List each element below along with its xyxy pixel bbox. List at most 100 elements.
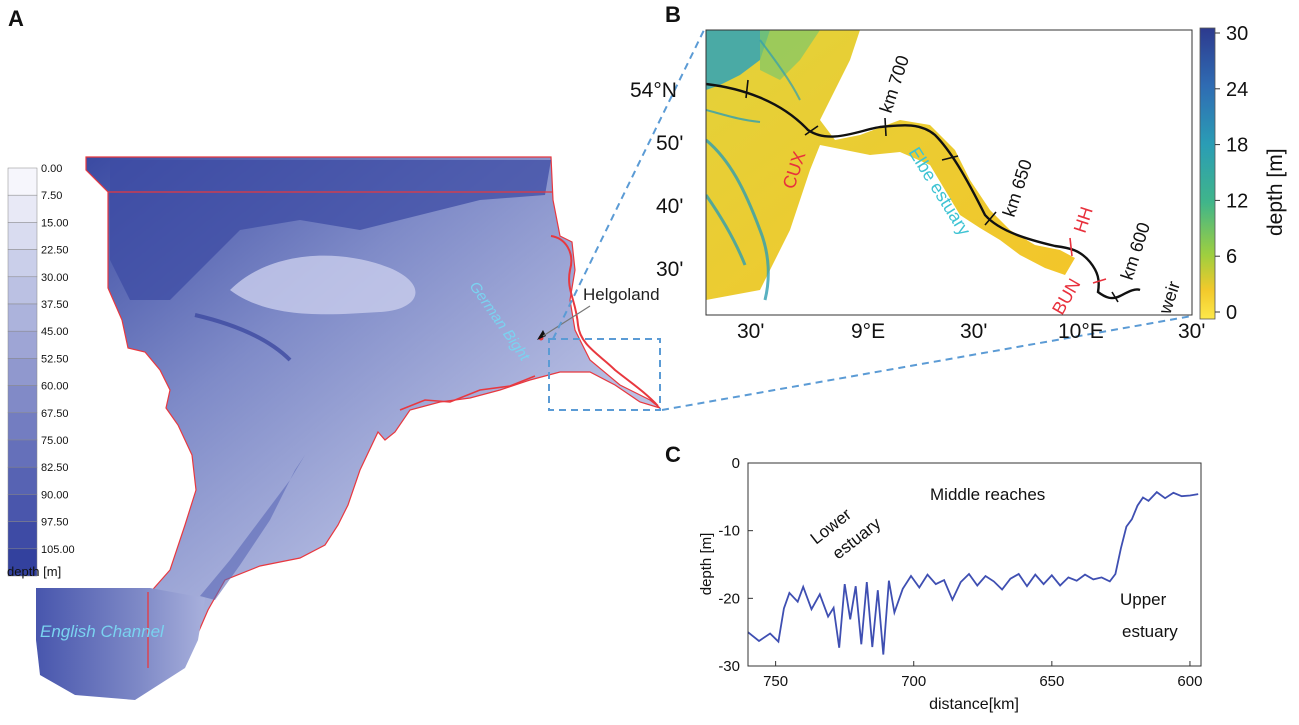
- tidal-channel-4: [759, 39, 801, 101]
- colorbar-title: depth [m]: [1264, 148, 1287, 236]
- km-tick-700: [884, 117, 887, 137]
- legend-tick-labels: 0.00 7.50 15.00 22.50 30.00 37.50 45.00 52.50 60…: [41, 163, 75, 556]
- x-tick-label: 700: [901, 673, 926, 690]
- km-tick-b: [941, 155, 959, 161]
- km-tick-bun: [1092, 278, 1107, 284]
- legend-tick-label: 105.00: [41, 544, 75, 556]
- silver-pit-channel: [194, 313, 292, 362]
- lat-tick-54n: 54°N: [630, 79, 677, 102]
- colorbar-tick-label: 24: [1226, 79, 1248, 101]
- depth-colorbar: [1199, 27, 1216, 320]
- colorbar-ticks: 30 24 18 12 6 0: [1215, 23, 1248, 324]
- panel-label-a: A: [8, 6, 24, 31]
- legend-tick-label: 7.50: [41, 190, 62, 202]
- x-tick-label: 750: [763, 673, 788, 690]
- legend-swatch: [7, 466, 38, 495]
- lon-tick-930: 30': [960, 320, 987, 343]
- elbe-fairway: [705, 82, 1141, 300]
- north-sea-water: [85, 156, 661, 669]
- colorbar-tick-label: 12: [1226, 190, 1248, 212]
- inset-connector-bottom: [661, 315, 1193, 411]
- elbe-estuary-map: 54°N 50' 40' 30' 30' 9°E 30' 10°E 30' km…: [630, 23, 1287, 343]
- x-tick-label: 650: [1039, 673, 1064, 690]
- legend-swatch: [7, 358, 38, 386]
- map-b-frame: [705, 29, 1193, 316]
- legend-swatch: [7, 222, 38, 250]
- legend-tick-label: 60.00: [41, 381, 69, 393]
- legend-swatch: [7, 303, 38, 332]
- legend-tick-label: 67.50: [41, 408, 69, 420]
- lat-tick-50: 50': [656, 132, 683, 155]
- legend-title: depth [m]: [7, 564, 61, 579]
- depth-profile-chart: 750 700 650 600 0 -10 -20 -30 distance[km] dept…: [698, 455, 1202, 713]
- y-tick-label: -20: [718, 590, 740, 607]
- legend-swatch: [7, 412, 38, 441]
- helgoland-arrow-head: [537, 330, 546, 340]
- legend-swatches: [7, 167, 38, 577]
- dogger-bank-shallows: [230, 255, 416, 315]
- x-axis-label: distance[km]: [929, 696, 1019, 713]
- km-tick-650: [984, 211, 997, 226]
- legend-tick-label: 97.50: [41, 517, 69, 529]
- legend-tick-label: 15.00: [41, 217, 69, 229]
- inset-box: [548, 338, 661, 411]
- annotation-upper: Upper: [1120, 590, 1167, 609]
- chart-frame: [747, 462, 1202, 667]
- panel-label-c: C: [665, 442, 681, 467]
- km-tick-a: [745, 79, 749, 99]
- outer-shoal: [760, 30, 820, 80]
- legend-swatch: [7, 494, 38, 522]
- legend-swatch: [7, 249, 38, 278]
- km-tick-hh: [1069, 237, 1073, 257]
- legend-tick-label: 22.50: [41, 245, 69, 257]
- legend-tick-label: 45.00: [41, 326, 69, 338]
- north-sea-map: Helgoland German Bight English Channel: [36, 27, 1193, 700]
- colorbar-tick-label: 0: [1226, 302, 1237, 324]
- helgoland-arrow: [542, 305, 591, 337]
- colorbar-tick-label: 18: [1226, 135, 1248, 157]
- legend-tick-label: 37.50: [41, 299, 69, 311]
- lat-tick-40: 40': [656, 195, 683, 218]
- wadden-islands: [399, 375, 536, 411]
- annotation-estuary-upper: estuary: [1122, 622, 1178, 641]
- colorbar-tick-label: 6: [1226, 246, 1237, 268]
- km-tick-600: [1111, 291, 1119, 303]
- y-tick-label: -10: [718, 523, 740, 540]
- lat-tick-30: 30': [656, 258, 683, 281]
- legend-tick-label: 75.00: [41, 435, 69, 447]
- depth-legend: 0.00 7.50 15.00 22.50 30.00 37.50 45.00 52.50 60…: [7, 163, 75, 579]
- channel-water: [36, 588, 205, 700]
- annotation-middle: Middle reaches: [930, 485, 1045, 504]
- km-tick-cux: [804, 125, 819, 136]
- legend-tick-label: 30.00: [41, 272, 69, 284]
- legend-swatch: [7, 330, 38, 359]
- legend-swatch: [7, 521, 38, 550]
- legend-swatch: [7, 548, 38, 577]
- legend-tick-label: 0.00: [41, 163, 62, 175]
- lon-tick-9e: 9°E: [851, 320, 885, 343]
- legend-tick-label: 52.50: [41, 353, 69, 365]
- tidal-channel-3: [706, 109, 761, 123]
- lon-tick-10e: 10°E: [1058, 320, 1104, 343]
- helgoland-label: Helgoland: [583, 285, 660, 304]
- y-axis-label: depth [m]: [698, 533, 715, 596]
- legend-tick-label: 82.50: [41, 462, 69, 474]
- tidal-channel-2: [706, 194, 747, 266]
- x-tick-label: 600: [1177, 673, 1202, 690]
- y-tick-label: -30: [718, 658, 740, 675]
- lon-tick-830: 30': [737, 320, 764, 343]
- legend-swatch: [7, 167, 38, 196]
- y-tick-label: 0: [732, 455, 740, 472]
- deep-north-region: [110, 160, 551, 300]
- east-coastline: [550, 235, 659, 407]
- depth-profile-line: [747, 490, 1199, 655]
- legend-swatch: [7, 194, 38, 223]
- tidal-channel-1: [706, 138, 770, 301]
- panel-label-b: B: [665, 2, 681, 27]
- lon-tick-1030: 30': [1178, 320, 1205, 343]
- legend-tick-label: 90.00: [41, 489, 69, 501]
- inner-channel-trench: [200, 455, 305, 600]
- colorbar-tick-label: 30: [1226, 23, 1248, 45]
- legend-swatch: [7, 276, 38, 305]
